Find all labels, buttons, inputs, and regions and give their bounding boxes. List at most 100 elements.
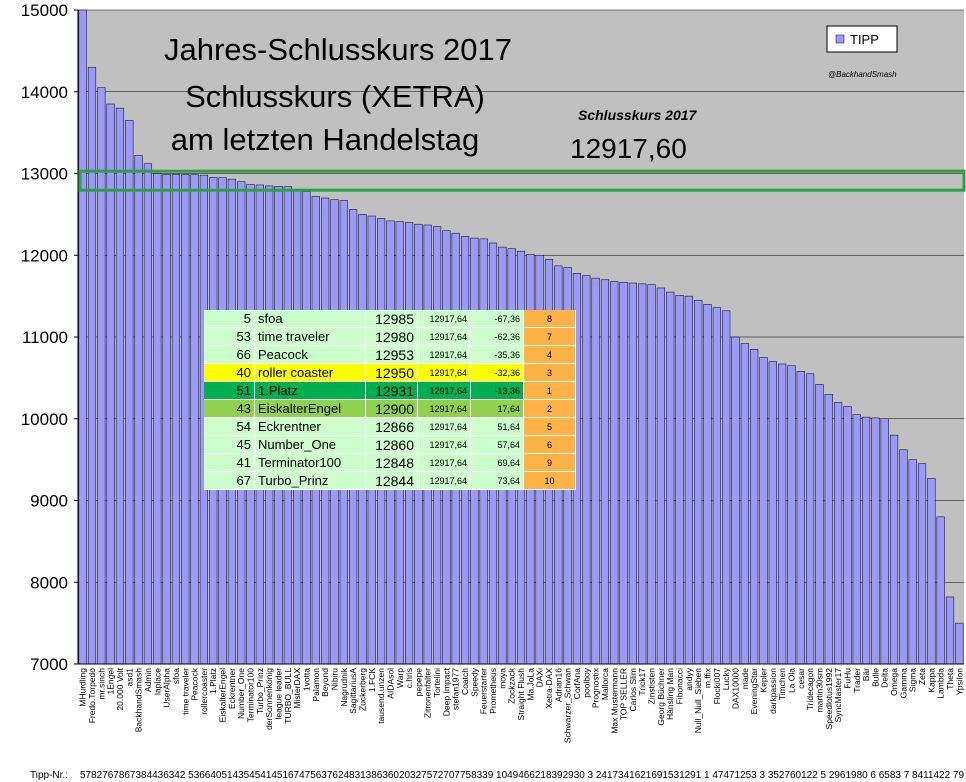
legend-label: TIPP	[850, 32, 879, 47]
bar	[712, 307, 721, 665]
table-cell-close: 12917,64	[417, 310, 471, 328]
x-tick-label: Prognostix	[591, 667, 601, 708]
x-tick-label: Trader	[852, 668, 862, 693]
x-tick-label: MisterDAX	[292, 668, 302, 709]
x-tick-label: UserAlpha	[162, 668, 172, 708]
table-cell-rank: 54	[204, 417, 255, 436]
x-tick-label: Zeta	[917, 668, 927, 685]
x-tick-label: andyy	[684, 667, 694, 690]
legend-swatch	[835, 34, 845, 44]
x-tick-label: Speedlotus1992	[824, 668, 834, 730]
bar	[768, 361, 777, 665]
y-tick-label: 13000	[21, 165, 68, 184]
x-tick-label: league leader	[274, 668, 284, 720]
x-tick-label: martin30sm	[814, 668, 824, 712]
table-cell-name: EiskalterEngel	[254, 399, 366, 418]
table-cell-close: 12917,64	[417, 363, 471, 382]
x-tick-label: Gamma	[898, 668, 908, 699]
bar	[880, 418, 889, 665]
table-cell-place: 7	[523, 327, 576, 346]
x-tick-label: Zuckerberg	[357, 668, 367, 711]
x-tick-label: EveningStar	[749, 668, 759, 714]
x-tick-label: Omega	[889, 668, 899, 696]
x-tick-label: EiskalterEngel	[218, 668, 228, 722]
bar	[824, 393, 833, 665]
legend: TIPP	[826, 25, 898, 53]
y-tick-label: 15000	[21, 1, 68, 20]
table-cell-close: 12917,64	[417, 435, 471, 454]
x-tick-label: TURBO_BULL	[283, 668, 293, 724]
x-tick-label: derSonnenkönig	[264, 668, 274, 730]
table-cell-close: 12917,64	[417, 399, 471, 418]
x-tick-label: Tortelini	[432, 668, 442, 697]
x-tick-label: poolboy	[581, 667, 591, 698]
watermark: @BackhandSmash	[828, 70, 897, 79]
bar	[675, 295, 684, 665]
table-row: 40 roller coaster 12950 12917,64 -32,36 3	[204, 363, 576, 382]
x-tick-label: Kappa	[926, 668, 936, 693]
x-tick-label: AIDAsol	[385, 668, 395, 699]
bar	[917, 463, 927, 665]
table-cell-rank: 66	[204, 345, 255, 364]
table-row: 51 1.Platz 12931 12917,64 -13,36 1	[204, 381, 576, 400]
bar	[78, 9, 87, 665]
x-tick-label: Georg Büchner	[656, 668, 666, 726]
x-tick-label: Turbo_Prinz	[255, 668, 265, 714]
x-tick-label: Delta	[880, 668, 890, 688]
table-cell-rank: 45	[204, 435, 255, 454]
table-row: 43 EiskalterEngel 12900 12917,64 17,64 2	[204, 399, 576, 418]
table-row: 54 Eckrentner 12866 12917,64 51,64 5	[204, 417, 576, 436]
x-tick-label: MHurdling	[78, 668, 88, 707]
table-cell-diff: 51,64	[470, 417, 524, 436]
x-tick-label: Carlos Slim	[628, 668, 638, 711]
bar	[125, 120, 134, 665]
x-tick-label: Beyond	[320, 668, 330, 697]
x-tick-label: Sigma	[908, 668, 918, 692]
x-tick-label: DAXi	[535, 668, 545, 687]
chart-title-line-1: Jahres-Schlusskurs 2017	[164, 32, 512, 67]
table-cell-place: 5	[523, 417, 576, 436]
bar	[171, 174, 181, 665]
table-cell-place: 8	[523, 310, 576, 328]
table-row: 67 Turbo_Prinz 12844 12917,64 73,64 10	[204, 471, 576, 490]
y-tick-label: 11000	[22, 328, 68, 347]
table-cell-tip: 12980	[365, 327, 418, 346]
table-cell-tip: 12848	[365, 453, 418, 472]
y-tick-label: 12000	[21, 246, 68, 265]
bar	[945, 596, 955, 665]
x-tick-label: Zockzack	[507, 667, 517, 704]
table-row: 66 Peacock 12953 12917,64 -35,36 4	[204, 345, 576, 364]
bar	[628, 282, 637, 665]
y-tick-label: 7000	[30, 655, 68, 674]
x-tick-label: BackhandSmash	[134, 668, 144, 733]
table-cell-rank: 5	[204, 310, 255, 328]
table-cell-rank: 67	[204, 471, 255, 490]
bar	[97, 87, 106, 665]
table-cell-tip: 12860	[365, 435, 418, 454]
bar	[862, 416, 871, 665]
table-cell-tip: 12900	[365, 399, 418, 418]
table-cell-name: sfoa	[254, 310, 366, 328]
x-tick-label: Lambda	[936, 668, 946, 699]
x-tick-label: Ypsilon	[954, 668, 964, 696]
bar	[759, 357, 768, 665]
x-tick-label: Theta	[945, 668, 955, 690]
x-tick-label: Ma.JoLa	[525, 668, 535, 701]
x-tick-label: Straight Flush	[516, 668, 526, 721]
x-tick-label: 1.FCK	[367, 668, 377, 692]
bar	[638, 283, 647, 665]
table-cell-rank: 41	[204, 453, 255, 472]
x-tick-label: asd1	[124, 668, 134, 687]
bar	[955, 622, 964, 665]
x-tick-label: Number_One	[236, 668, 246, 719]
bar	[843, 406, 852, 665]
table-cell-place: 2	[523, 399, 576, 418]
x-tick-label: rollercoaster	[199, 668, 209, 715]
bar	[153, 173, 162, 665]
x-tick-label: Hänsling Man	[665, 668, 675, 720]
table-cell-place: 4	[523, 345, 576, 364]
table-cell-diff: 69,64	[470, 453, 524, 472]
bar	[647, 284, 656, 665]
table-cell-rank: 53	[204, 327, 255, 346]
y-tick-label: 9000	[30, 492, 68, 511]
